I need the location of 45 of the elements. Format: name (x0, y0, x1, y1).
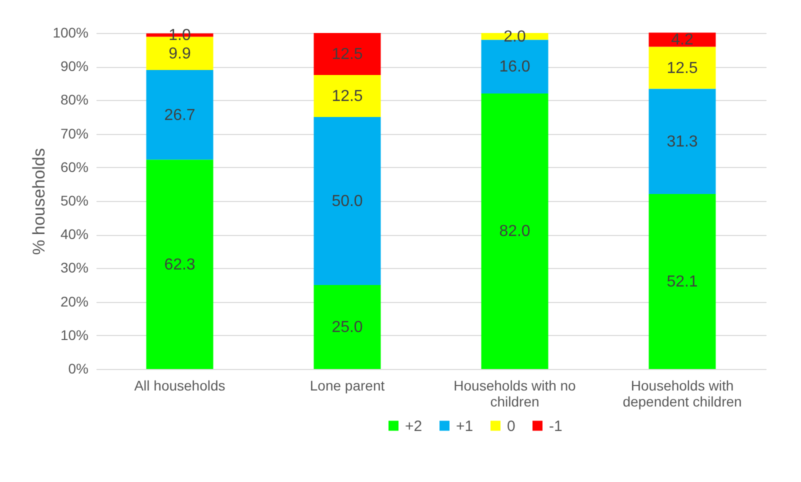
x-tick-label: Households with no children (454, 378, 576, 410)
data-label: 1.0 (168, 27, 191, 44)
data-label: 16.0 (499, 58, 530, 76)
data-label: 12.5 (332, 46, 363, 63)
data-label: 4.2 (671, 32, 694, 49)
y-tick-label: 30% (60, 260, 88, 276)
data-label: 82.0 (499, 223, 530, 240)
bar (314, 117, 381, 285)
bar (648, 194, 716, 369)
data-label: 12.5 (666, 60, 698, 77)
y-axis-title: % households (30, 148, 49, 255)
legend-label: -1 (549, 418, 562, 435)
bar (481, 93, 548, 369)
bar (314, 285, 381, 369)
bar (648, 32, 716, 47)
data-label: 9.9 (168, 45, 191, 62)
bar (648, 88, 716, 194)
x-tick-label: Lone parent (310, 378, 385, 394)
data-label: 26.7 (164, 106, 196, 124)
y-tick-label: 60% (60, 158, 88, 175)
data-label: 25.0 (332, 319, 363, 336)
y-tick-label: 40% (60, 226, 88, 242)
bar (314, 33, 381, 75)
legend-label: 0 (507, 418, 516, 435)
legend-label: +2 (405, 418, 422, 435)
data-label: 12.5 (332, 88, 363, 105)
y-tick-label: 90% (60, 58, 88, 74)
x-tick-label: Households with dependent children (622, 378, 742, 410)
data-label: 62.3 (164, 256, 196, 274)
x-tick-label: All households (134, 378, 226, 394)
y-tick-label: 80% (60, 92, 88, 108)
legend-label: +1 (456, 418, 474, 435)
bar (146, 70, 214, 160)
bar (146, 160, 214, 369)
data-label: 50.0 (332, 193, 363, 210)
y-tick-label: 10% (60, 326, 88, 343)
y-tick-label: 70% (60, 125, 88, 142)
data-label: 52.1 (666, 273, 698, 290)
y-tick-label: 20% (60, 293, 88, 310)
data-label: 31.3 (666, 133, 698, 150)
bar (314, 75, 381, 117)
y-tick-label: 0% (68, 360, 88, 376)
bar (648, 46, 716, 89)
y-tick-label: 100% (52, 24, 88, 40)
y-tick-label: 50% (60, 192, 88, 208)
